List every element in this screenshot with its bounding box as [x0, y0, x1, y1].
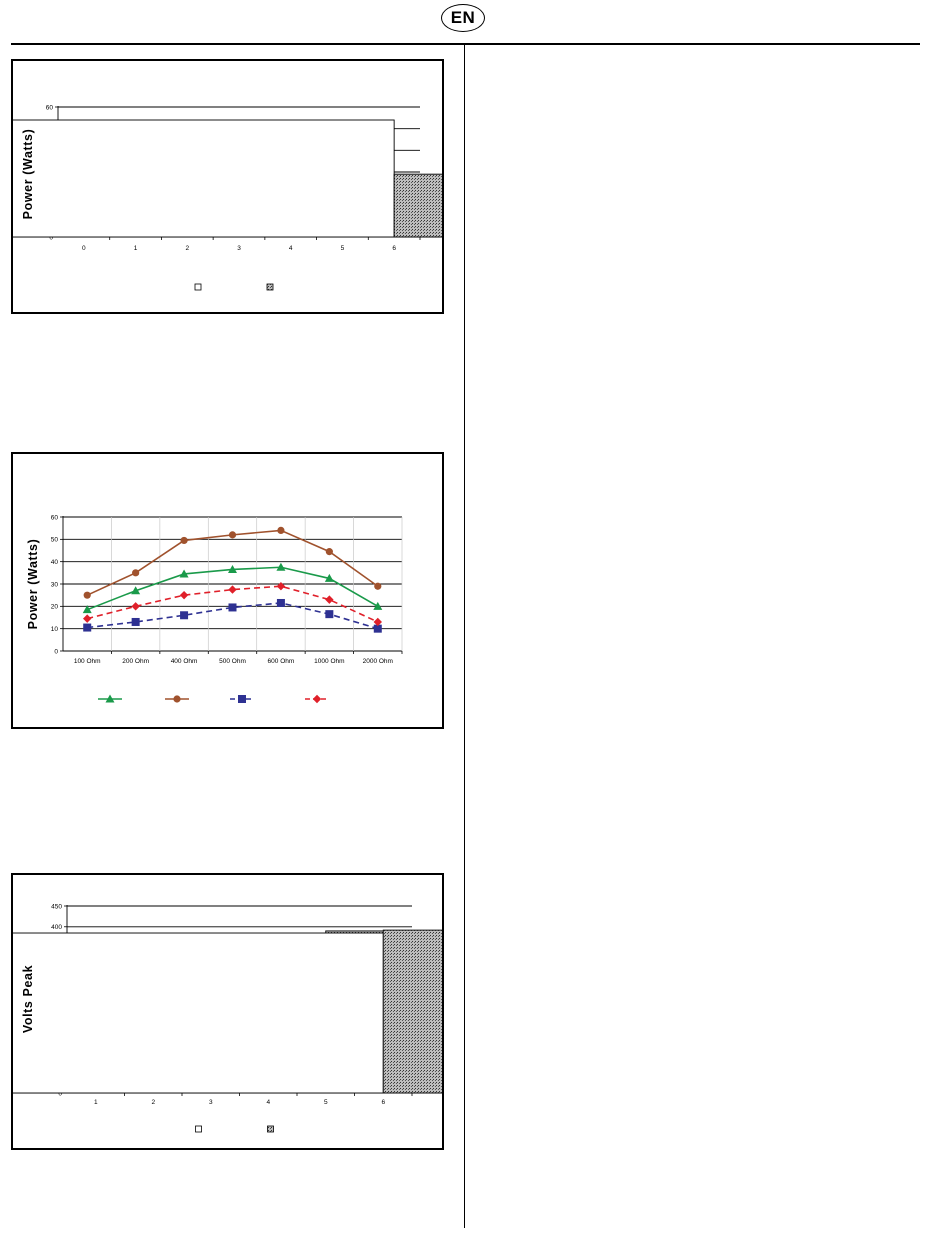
power-line-chart: 0 10 20 30 40 50 60 100 Ohm 200 Ohm 400 Ohm 500 Oh…: [26, 514, 403, 704]
x-tick-label: 400 Ohm: [171, 658, 198, 665]
x-tick-label: 5: [341, 245, 345, 252]
y-tick-label: 20: [51, 604, 59, 611]
y-tick-label: 0: [54, 648, 58, 655]
chart-panel-volts-bar: 050100150200250300350400450123456Volts P…: [11, 873, 444, 1150]
point-series-1-2000 Ohm: [373, 601, 383, 610]
x-tick-label: 2: [151, 1099, 155, 1106]
language-badge: EN: [441, 4, 485, 32]
y-tick-label: 40: [51, 559, 59, 566]
x-tick-label: 200 Ohm: [122, 658, 149, 665]
x-tick-label: 4: [289, 245, 293, 252]
point-series-3-500 Ohm: [228, 603, 237, 612]
point-series-3-600 Ohm: [276, 598, 285, 607]
point-series-4-400 Ohm: [179, 590, 189, 600]
legend-marker-series-4: [312, 694, 322, 704]
y-tick-label: 400: [51, 924, 62, 931]
y-tick-label: 60: [46, 104, 54, 111]
point-series-4-2000 Ohm: [373, 617, 382, 627]
point-series-4-200 Ohm: [131, 602, 140, 611]
point-series-2-1000 Ohm: [325, 548, 333, 556]
y-axis-title: Power (Watts): [26, 539, 40, 630]
chart-panel-power-line: 0 10 20 30 40 50 60 100 Ohm 200 Ohm 400 Ohm 500 Oh…: [11, 452, 444, 729]
point-series-4-600 Ohm: [276, 582, 286, 591]
power-bar-chart: 01020304050600123456Power (Watts): [13, 104, 442, 291]
legend-swatch-series-1: [195, 1125, 202, 1133]
x-tick-label: 3: [237, 245, 241, 252]
x-tick-label: 0: [82, 245, 86, 252]
x-tick-label: 1: [94, 1099, 98, 1106]
point-series-1-1000 Ohm: [324, 573, 334, 582]
point-series-1-600 Ohm: [276, 562, 286, 571]
point-series-3-2000 Ohm: [373, 624, 382, 633]
point-series-1-200 Ohm: [131, 586, 141, 595]
point-series-3-100 Ohm: [83, 623, 92, 632]
point-series-2-600 Ohm: [277, 526, 285, 534]
point-series-2-200 Ohm: [132, 569, 140, 577]
point-series-2-400 Ohm: [180, 536, 188, 545]
legend-marker-series-3: [238, 695, 246, 703]
x-tick-label: 2: [185, 245, 189, 252]
y-tick-label: 0: [58, 1090, 62, 1097]
point-series-3-400 Ohm: [180, 611, 189, 620]
point-series-1-500 Ohm: [228, 564, 237, 573]
legend-swatch-series-1: [194, 283, 202, 291]
point-series-1-400 Ohm: [179, 569, 189, 578]
x-tick-label: 4: [266, 1099, 270, 1106]
legend-marker-series-2: [173, 695, 181, 703]
y-tick-label: 50: [51, 537, 59, 544]
x-tick-label: 100 Ohm: [74, 658, 101, 665]
point-series-4-100 Ohm: [83, 614, 92, 623]
chart-panel-power-bar: 01020304050600123456Power (Watts): [11, 59, 444, 314]
point-series-3-200 Ohm: [131, 617, 140, 626]
y-tick-label: 450: [51, 903, 62, 910]
legend-marker-series-1: [105, 694, 115, 703]
point-series-3-1000 Ohm: [325, 610, 334, 619]
legend-swatch-series-2: [266, 283, 274, 291]
column-divider: [464, 45, 465, 1228]
y-axis-title: Power (Watts): [21, 129, 35, 220]
x-tick-label: 5: [324, 1099, 328, 1106]
point-series-2-100 Ohm: [83, 591, 91, 599]
x-tick-label: 600 Ohm: [268, 658, 295, 665]
y-tick-label: 30: [51, 581, 59, 588]
x-tick-label: 6: [381, 1099, 385, 1106]
point-series-2-2000 Ohm: [374, 582, 382, 590]
legend-swatch-series-2: [267, 1125, 274, 1133]
bar-series-1-6: [13, 119, 395, 238]
header-rule: [11, 43, 920, 45]
y-axis-title: Volts Peak: [21, 965, 35, 1033]
bar-series-2-6: [382, 929, 442, 1094]
bar-series-2-6: [393, 173, 442, 238]
point-series-4-1000 Ohm: [325, 595, 334, 604]
y-tick-label: 10: [51, 626, 59, 633]
point-series-1-100 Ohm: [82, 605, 92, 614]
x-tick-label: 500 Ohm: [219, 658, 246, 665]
x-tick-label: 6: [392, 245, 396, 252]
x-tick-label: 3: [209, 1099, 213, 1106]
point-series-2-500 Ohm: [228, 531, 237, 539]
point-series-4-500 Ohm: [228, 585, 237, 594]
y-tick-label: 0: [49, 234, 53, 241]
volts-peak-bar-chart: 050100150200250300350400450123456Volts P…: [13, 903, 442, 1133]
x-tick-label: 2000 Ohm: [363, 658, 393, 665]
bar-series-1-6: [13, 932, 384, 1094]
y-tick-label: 60: [51, 514, 59, 521]
x-tick-label: 1000 Ohm: [314, 658, 344, 665]
x-tick-label: 1: [134, 245, 138, 252]
